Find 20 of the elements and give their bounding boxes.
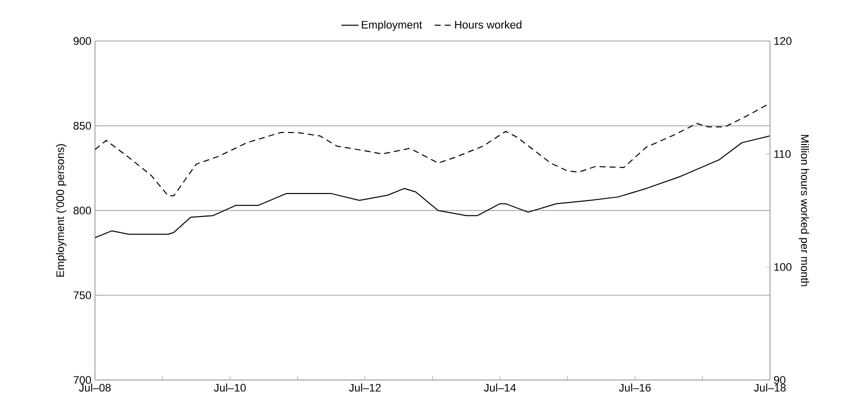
x-tick-label: Jul–14: [484, 384, 516, 392]
y-tick-label: 750: [74, 291, 92, 300]
y-tick-label: 900: [74, 37, 92, 45]
legend-label: Employment: [362, 20, 422, 31]
y-tick-label: 700: [74, 376, 92, 384]
x-tick-label: Jul–12: [348, 384, 381, 392]
line-series: [95, 135, 770, 238]
y-tick-label: 850: [74, 122, 92, 130]
y-axis-title: Employment ('000 persons): [56, 144, 66, 277]
legend-label: Hours worked: [455, 20, 522, 29]
y2-tick-label: 100: [774, 263, 792, 271]
y-tick-label: 800: [74, 206, 92, 214]
x-tick-label: Jul–08: [78, 384, 111, 392]
x-tick-label: Jul–16: [618, 384, 651, 392]
y2-axis-title: Million hours worked per month: [798, 134, 810, 286]
y2-tick-label: 120: [774, 37, 792, 45]
y2-tick-label: 90: [774, 376, 786, 384]
x-tick-label: Jul–18: [754, 384, 786, 392]
y2-tick-label: 110: [774, 150, 791, 158]
x-tick-label: Jul–10: [214, 384, 246, 392]
